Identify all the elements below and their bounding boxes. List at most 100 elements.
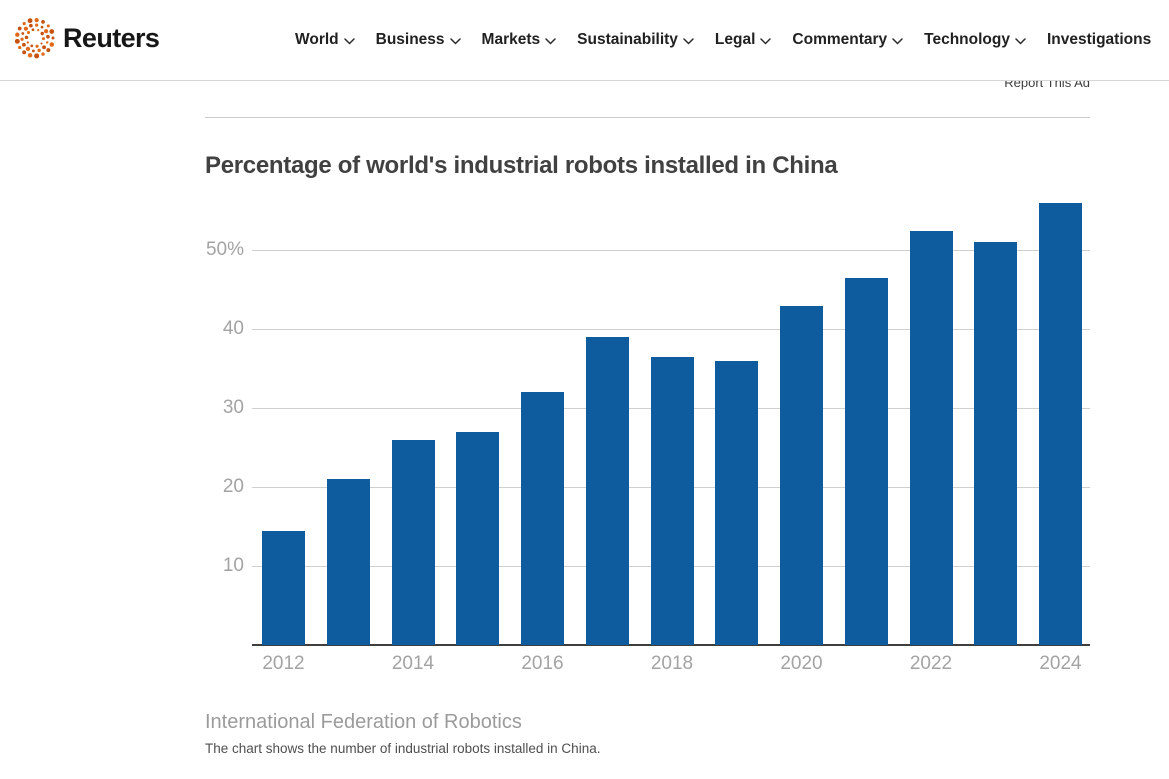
x-tick-label-2016: 2016	[521, 653, 564, 674]
bar-2020	[780, 305, 823, 645]
logo-dot	[34, 53, 40, 59]
chevron-down-icon	[1015, 37, 1026, 45]
logo-dot	[22, 50, 27, 55]
chevron-down-icon	[892, 37, 903, 45]
logo-dot	[40, 42, 43, 45]
gridline-40	[252, 328, 1090, 330]
logo-dot	[40, 25, 44, 29]
logo-dot	[14, 38, 20, 44]
nav-item-markets[interactable]: Markets	[482, 31, 557, 49]
reuters-logo[interactable]: Reuters	[14, 17, 160, 59]
logo-dot	[26, 30, 31, 35]
bar-2019	[715, 360, 759, 645]
bar-2023	[974, 242, 1018, 645]
nav-item-label: Legal	[714, 31, 756, 48]
y-tick-label-20: 20	[222, 476, 244, 498]
logo-dot	[25, 46, 31, 52]
logo-dot	[51, 36, 55, 40]
y-tick-label-10: 10	[222, 555, 244, 577]
logo-dot	[35, 23, 39, 27]
nav-item-sustainability[interactable]: Sustainability	[577, 31, 694, 49]
nav-item-commentary[interactable]: Commentary	[792, 31, 903, 49]
y-tick-label-30: 30	[222, 397, 244, 419]
logo-dot	[49, 42, 55, 47]
logo-dot	[20, 37, 24, 41]
content-divider	[205, 117, 1090, 118]
nav-item-world[interactable]: World	[295, 31, 355, 49]
logo-dot	[45, 41, 49, 44]
nav-item-label: Markets	[481, 31, 541, 48]
x-tick-label-2012: 2012	[262, 653, 305, 674]
logo-dot	[17, 26, 22, 31]
nav-item-label: Business	[375, 31, 445, 48]
logo-dot	[37, 48, 41, 53]
logo-dot	[27, 53, 33, 58]
x-tick-label-2014: 2014	[391, 653, 435, 674]
bar-2013	[326, 479, 370, 645]
bar-2014	[391, 439, 435, 645]
logo-dot	[41, 52, 45, 56]
logo-dot	[31, 28, 35, 32]
chart-note: The chart shows the number of industrial…	[205, 741, 601, 756]
chevron-down-icon	[683, 37, 694, 45]
logo-dot	[31, 49, 35, 53]
logo-dot	[22, 22, 26, 26]
chart-title: Percentage of world's industrial robots …	[205, 152, 838, 179]
logo-dot	[23, 26, 29, 31]
logo-dot	[24, 35, 29, 40]
y-tick-label-50: 50%	[205, 239, 244, 261]
site-header: Reuters World Business Markets Sustainabili…	[0, 0, 1169, 81]
logo-dot	[35, 44, 39, 48]
bar-chart: 10 20 30 40 50% 2012 2014 2016 2018 2020 2022 2024	[0, 195, 1095, 695]
logo-dot	[26, 41, 29, 44]
logo-dot	[27, 18, 33, 24]
x-tick-label-2024: 2024	[1039, 653, 1082, 674]
bar-2017	[585, 337, 629, 645]
bar-2018	[650, 356, 694, 645]
nav-item-label: World	[295, 31, 339, 48]
nav-item-label: Technology	[924, 31, 1010, 48]
reuters-logo-icon	[14, 17, 55, 59]
logo-dot	[42, 45, 46, 50]
nav-item-legal[interactable]: Legal	[714, 31, 772, 49]
nav-item-technology[interactable]: Technology	[924, 31, 1026, 49]
nav-item-label: Investigations	[1046, 31, 1152, 48]
logo-dot	[21, 32, 25, 35]
logo-dot	[22, 42, 26, 47]
x-tick-label-2018: 2018	[650, 653, 694, 674]
logo-dot	[49, 29, 55, 34]
logo-dot	[44, 29, 49, 34]
gridline-50	[252, 249, 1090, 251]
logo-dot	[34, 17, 39, 23]
bar-2024	[1039, 202, 1082, 645]
nav-item-label: Sustainability	[577, 31, 678, 48]
logo-dot	[46, 34, 50, 39]
logo-dot	[15, 32, 20, 37]
chevron-down-icon	[449, 37, 461, 45]
x-tick-label-2022: 2022	[909, 653, 953, 674]
chart-source: International Federation of Robotics	[205, 711, 522, 733]
y-tick-label-40: 40	[222, 318, 244, 340]
nav-item-investigations[interactable]: Investigations	[1047, 31, 1151, 49]
logo-dot	[41, 37, 45, 41]
chevron-down-icon	[343, 37, 355, 45]
reuters-logo-text: Reuters	[63, 22, 160, 53]
logo-dot	[41, 20, 45, 24]
x-axis-line	[252, 644, 1090, 646]
logo-dot	[46, 48, 51, 53]
chevron-down-icon	[760, 37, 772, 45]
main-nav: World Business Markets Sustainability Legal C…	[295, 0, 1151, 80]
bar-2012	[262, 530, 305, 645]
logo-dot	[18, 45, 22, 50]
logo-dot	[40, 31, 44, 36]
logo-dot	[29, 23, 33, 28]
nav-item-label: Commentary	[792, 31, 888, 48]
logo-dot	[30, 44, 34, 48]
nav-item-business[interactable]: Business	[376, 31, 461, 49]
bar-2016	[521, 392, 564, 645]
chevron-down-icon	[545, 37, 556, 45]
bar-2015	[456, 431, 500, 645]
x-tick-label-2020: 2020	[780, 653, 823, 674]
logo-dot	[46, 24, 50, 28]
logo-dot	[37, 28, 40, 32]
